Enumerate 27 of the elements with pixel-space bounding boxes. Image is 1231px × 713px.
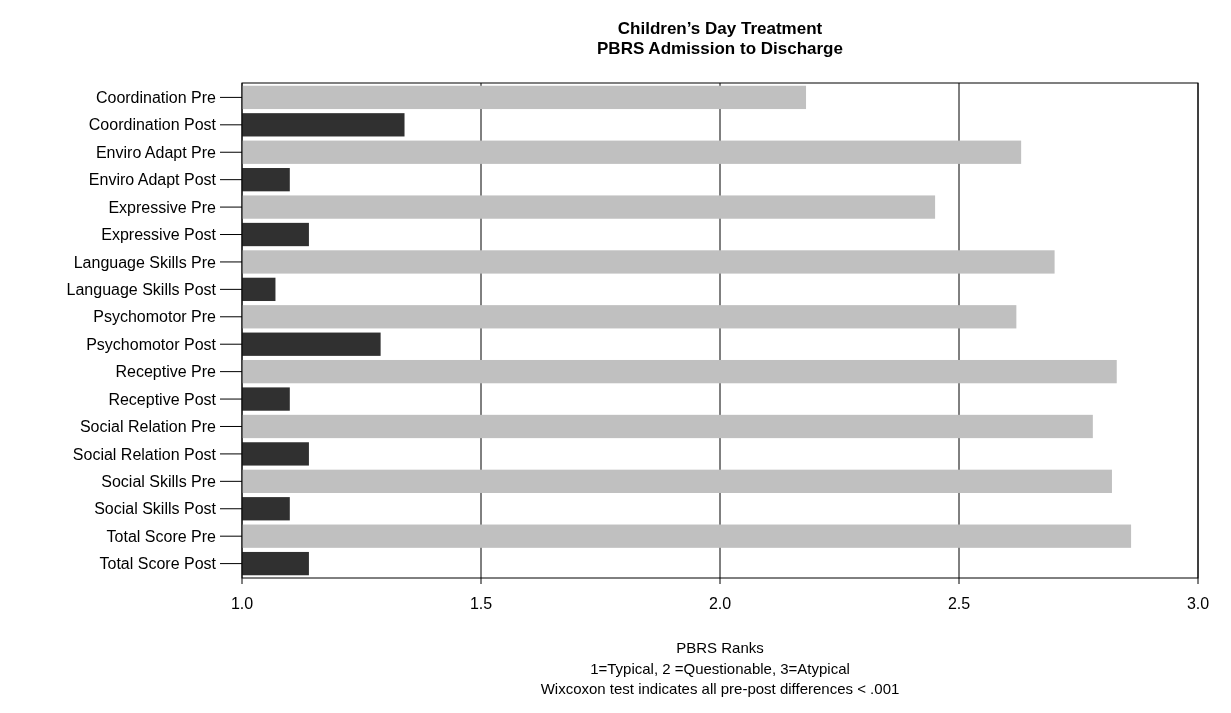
y-tick-label: Coordination Post <box>88 116 217 134</box>
x-tick-label: 1.0 <box>230 595 254 612</box>
x-axis-title: PBRS Ranks <box>676 639 764 656</box>
y-tick-label: Coordination Pre <box>95 89 217 106</box>
y-tick-label: Receptive Post <box>108 390 217 408</box>
y-tick-label: Language Skills Pre <box>73 253 217 271</box>
text: 1=Typical, 2 =Questionable, 3=Atypical <box>590 660 850 677</box>
chart-title: Children’s Day Treatment PBRS Admission to Discharge <box>597 19 843 58</box>
y-tick-label: Language Skills Post <box>66 280 217 298</box>
y-tick-label: Expressive Post <box>101 226 217 244</box>
y-tick-label: Social Skills Pre <box>101 472 217 490</box>
y-tick-label: Psychomotor Post <box>86 335 217 353</box>
y-tick-label: Enviro Adapt Pre <box>95 143 217 161</box>
y-tick-label: Expressive Pre <box>108 198 217 216</box>
x-tick-label: 3.0 <box>1186 595 1210 612</box>
x-tick-label: 2.0 <box>708 595 732 612</box>
y-tick-label: Psychomotor Pre <box>93 308 217 326</box>
x-tick-label: 1.5 <box>469 595 493 612</box>
y-tick-label: Social Skills Post <box>94 500 217 518</box>
y-tick-label: Total Score Pre <box>106 527 217 545</box>
y-tick-label: Enviro Adapt Post <box>88 171 217 189</box>
y-tick-label: Social Relation Post <box>72 445 217 463</box>
y-tick-label: Receptive Pre <box>115 363 217 381</box>
x-tick-label: 2.5 <box>947 595 971 612</box>
y-tick-label: Social Relation Pre <box>79 418 217 436</box>
text: Wixcoxon test indicates all pre-post differences < .001 <box>540 680 900 697</box>
y-tick-label: Total Score Post <box>99 555 217 573</box>
